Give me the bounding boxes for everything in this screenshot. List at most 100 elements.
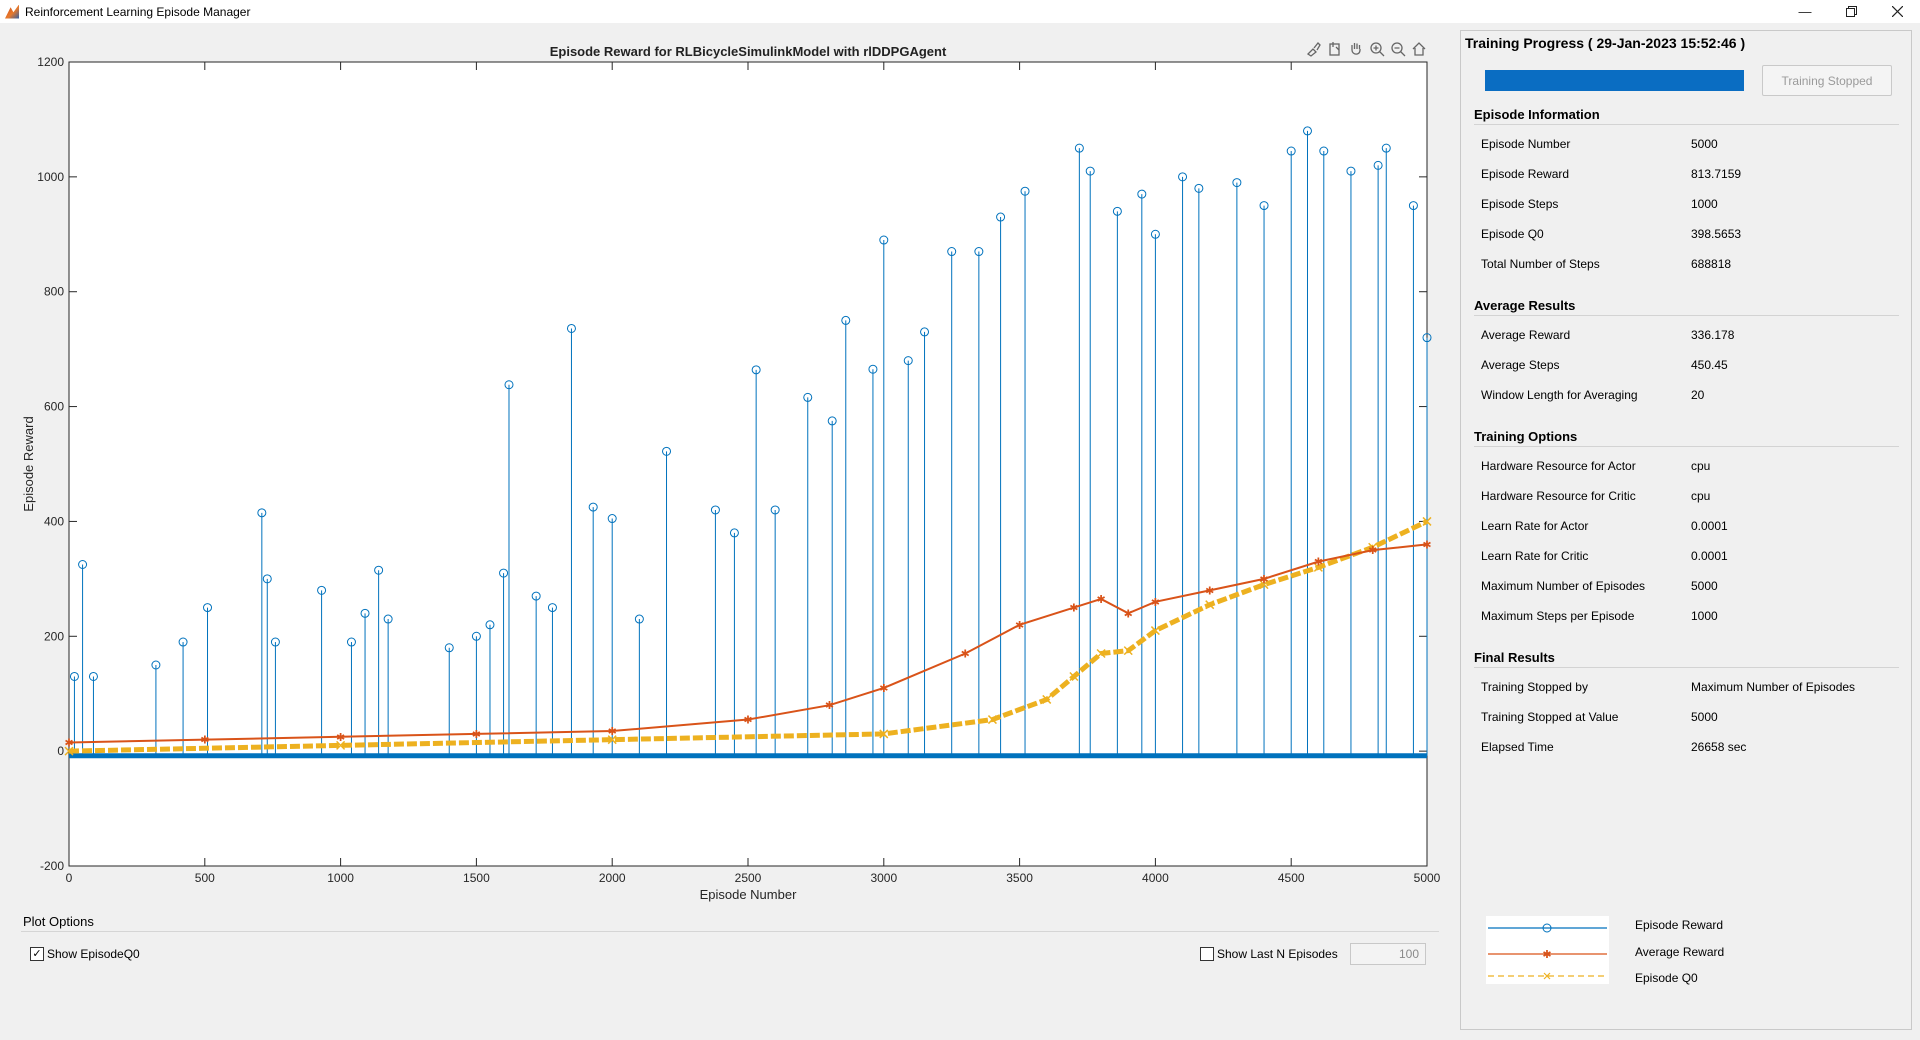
episode-reward-point [88, 671, 98, 681]
home-button[interactable] [1410, 40, 1428, 58]
restore-button[interactable] [1828, 0, 1874, 23]
episode-reward-point [262, 574, 272, 584]
episode-reward-point [1319, 146, 1329, 156]
training-stopped-button[interactable]: Training Stopped [1762, 65, 1892, 96]
info-label: Episode Steps [1481, 197, 1559, 211]
episode-reward-point [1020, 186, 1030, 196]
episode-reward-point [1302, 126, 1312, 136]
info-value: cpu [1691, 489, 1711, 503]
x-tick-label: 1500 [463, 871, 490, 885]
episode-q0-point [879, 729, 889, 739]
last-n-episodes-input[interactable]: 100 [1350, 943, 1426, 965]
info-value: 688818 [1691, 257, 1732, 271]
info-value: 813.7159 [1691, 167, 1742, 181]
show-last-n-label: Show Last N Episodes [1217, 947, 1338, 961]
show-episodeq0-checkbox[interactable]: ✓ Show EpisodeQ0 [30, 947, 140, 961]
x-tick-label: 4000 [1142, 871, 1169, 885]
episode-reward-point [1150, 229, 1160, 239]
average-reward-point: ✱ [1314, 556, 1323, 569]
legend-marker-star: ✱ [1542, 949, 1551, 961]
training-progress-bar [1485, 70, 1744, 91]
legend-label-episode-q0: Episode Q0 [1635, 971, 1698, 985]
y-tick-label: 1200 [37, 55, 64, 69]
episode-reward-point [1085, 166, 1095, 176]
x-tick-label: 500 [195, 871, 215, 885]
info-label: Training Stopped at Value [1481, 710, 1619, 724]
show-last-n-box[interactable] [1200, 947, 1214, 961]
info-label: Maximum Steps per Episode [1481, 609, 1635, 623]
data-tips-button[interactable] [1326, 40, 1344, 58]
average-reward-point: ✱ [1069, 602, 1078, 615]
axes-toolbar [1305, 40, 1428, 58]
y-axis-label: Episode Reward [21, 416, 36, 511]
matlab-logo-icon [5, 4, 19, 19]
episode-q0-point [1205, 600, 1215, 610]
episode-reward-point [1259, 201, 1269, 211]
episode-reward-point [504, 380, 514, 390]
info-label: Average Reward [1481, 328, 1571, 342]
episode-reward-point [588, 502, 598, 512]
average-reward-point: ✱ [961, 648, 970, 661]
episode-q0-point [987, 715, 997, 725]
episode-reward-point [360, 608, 370, 618]
pan-icon [1351, 43, 1361, 55]
episode-reward-point [444, 643, 454, 653]
show-last-n-episodes-checkbox[interactable]: Show Last N Episodes [1200, 947, 1338, 961]
episode-reward-point [710, 505, 720, 515]
average-reward-point: ✱ [200, 734, 209, 747]
plot-pane: Episode Reward for RLBicycleSimulinkMode… [0, 23, 1448, 1040]
section-divider [1474, 667, 1899, 668]
brush-button[interactable] [1305, 40, 1323, 58]
average-reward-point: ✱ [472, 728, 481, 741]
zoom-in-button[interactable] [1368, 40, 1386, 58]
episode-reward-point [1373, 160, 1383, 170]
episode-reward-point [1232, 178, 1242, 188]
episode-reward-point [662, 446, 672, 456]
y-tick-label: 0 [57, 744, 64, 758]
chart-title: Episode Reward for RLBicycleSimulinkMode… [550, 44, 947, 59]
y-tick-label: 800 [44, 285, 64, 299]
episode-reward-point [346, 637, 356, 647]
episode-q0-point [1123, 646, 1133, 656]
legend-marker-x [1543, 972, 1551, 980]
info-label: Learn Rate for Actor [1481, 519, 1589, 533]
info-label: Maximum Number of Episodes [1481, 579, 1646, 593]
episode-reward-point [383, 614, 393, 624]
close-button[interactable] [1874, 0, 1920, 23]
episode-q0-point [1422, 516, 1432, 526]
section-divider [1474, 124, 1899, 125]
minimize-button[interactable]: — [1782, 0, 1828, 23]
pan-button[interactable] [1347, 40, 1365, 58]
info-value: 5000 [1691, 137, 1718, 151]
episode-reward-chart[interactable]: Episode Reward for RLBicycleSimulinkMode… [0, 23, 1448, 913]
x-tick-label: 3500 [1006, 871, 1033, 885]
episode-q0-point [64, 746, 74, 756]
info-label: Total Number of Steps [1481, 257, 1600, 271]
episode-reward-point [947, 247, 957, 257]
zoom-out-button[interactable] [1389, 40, 1407, 58]
average-reward-point: ✱ [1124, 607, 1133, 620]
average-reward-point: ✱ [825, 699, 834, 712]
training-progress-title: Training Progress ( 29-Jan-2023 15:52:46… [1465, 35, 1746, 51]
episode-reward-point [868, 364, 878, 374]
episode-q0-point [1150, 626, 1160, 636]
info-label: Learn Rate for Critic [1481, 549, 1589, 563]
info-value: 450.45 [1691, 358, 1728, 372]
episode-q0-point [1069, 671, 1079, 682]
data-tips-icon [1329, 42, 1340, 56]
zoom-out-icon [1391, 42, 1406, 57]
episode-reward-point [257, 508, 267, 518]
info-label: Episode Q0 [1481, 227, 1544, 241]
episode-reward-point [803, 392, 813, 402]
x-tick-label: 5000 [1414, 871, 1441, 885]
show-episodeq0-box[interactable]: ✓ [30, 947, 44, 961]
episode-reward-point [531, 591, 541, 601]
episode-reward-point [1346, 166, 1356, 176]
episode-reward-point [1286, 146, 1296, 156]
average-reward-line [68, 543, 1428, 744]
episode-q0-point [1096, 648, 1106, 659]
episode-reward-point [69, 671, 79, 681]
info-label: Window Length for Averaging [1481, 388, 1638, 402]
info-value: Maximum Number of Episodes [1691, 680, 1856, 694]
episode-reward-point [827, 416, 837, 426]
